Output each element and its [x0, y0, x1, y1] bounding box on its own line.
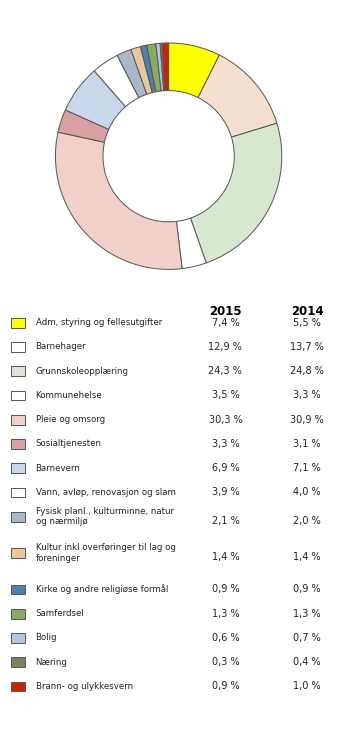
- Text: 3,3 %: 3,3 %: [293, 390, 321, 401]
- Wedge shape: [162, 43, 169, 90]
- Text: 0,9 %: 0,9 %: [212, 681, 239, 692]
- Bar: [11, 681, 25, 692]
- Text: 1,4 %: 1,4 %: [293, 553, 321, 562]
- Bar: [11, 657, 25, 667]
- Text: 2,1 %: 2,1 %: [212, 516, 239, 526]
- Text: 12,9 %: 12,9 %: [208, 342, 242, 352]
- Text: Kommunehelse: Kommunehelse: [36, 391, 102, 400]
- Wedge shape: [94, 55, 139, 107]
- Text: Fysisk planl., kulturminne, natur
og nærmiljø: Fysisk planl., kulturminne, natur og nær…: [36, 507, 174, 526]
- Text: 0,7 %: 0,7 %: [293, 633, 321, 643]
- Bar: [11, 318, 25, 328]
- Text: Adm, styring og fellesutgifter: Adm, styring og fellesutgifter: [36, 318, 162, 327]
- Bar: [11, 390, 25, 401]
- Bar: [11, 415, 25, 425]
- Text: 3,3 %: 3,3 %: [212, 439, 239, 449]
- Text: 13,7 %: 13,7 %: [290, 342, 324, 352]
- Text: 1,4 %: 1,4 %: [212, 553, 239, 562]
- Bar: [11, 463, 25, 473]
- Bar: [11, 487, 25, 498]
- Text: 30,3 %: 30,3 %: [208, 415, 242, 425]
- Bar: [11, 609, 25, 619]
- Text: 2015: 2015: [209, 305, 242, 318]
- Text: Kirke og andre religiøse formål: Kirke og andre religiøse formål: [36, 584, 168, 595]
- Text: 0,3 %: 0,3 %: [212, 657, 239, 667]
- Text: Bolig: Bolig: [36, 634, 57, 642]
- Bar: [11, 439, 25, 449]
- Bar: [11, 366, 25, 376]
- Wedge shape: [160, 43, 165, 90]
- Wedge shape: [198, 55, 277, 137]
- Text: 3,1 %: 3,1 %: [293, 439, 321, 449]
- Text: 0,4 %: 0,4 %: [293, 657, 321, 667]
- Text: Barnevern: Barnevern: [36, 464, 80, 473]
- Wedge shape: [169, 43, 219, 98]
- Wedge shape: [55, 132, 182, 269]
- Bar: [11, 584, 25, 595]
- Text: 6,9 %: 6,9 %: [212, 463, 239, 473]
- Text: 4,0 %: 4,0 %: [293, 487, 321, 498]
- Text: Grunnskoleopplæring: Grunnskoleopplæring: [36, 367, 129, 376]
- Text: 24,8 %: 24,8 %: [290, 366, 324, 376]
- Text: Næring: Næring: [36, 658, 67, 667]
- Text: 1,3 %: 1,3 %: [212, 609, 239, 619]
- Bar: [11, 342, 25, 352]
- Text: 0,9 %: 0,9 %: [293, 584, 321, 595]
- Text: 5,5 %: 5,5 %: [293, 318, 321, 328]
- Text: 1,3 %: 1,3 %: [293, 609, 321, 619]
- Text: Vann, avløp, renovasjon og slam: Vann, avløp, renovasjon og slam: [36, 488, 175, 497]
- Wedge shape: [176, 218, 206, 268]
- Wedge shape: [58, 110, 109, 143]
- Wedge shape: [117, 49, 147, 98]
- Text: 0,6 %: 0,6 %: [212, 633, 239, 643]
- Text: 3,9 %: 3,9 %: [212, 487, 239, 498]
- Wedge shape: [147, 43, 161, 92]
- Wedge shape: [156, 43, 164, 91]
- Text: 2,0 %: 2,0 %: [293, 516, 321, 526]
- Bar: [11, 512, 25, 522]
- Text: 0,9 %: 0,9 %: [212, 584, 239, 595]
- Bar: [11, 548, 25, 558]
- Text: 7,1 %: 7,1 %: [293, 463, 321, 473]
- Text: 2014: 2014: [291, 305, 323, 318]
- Text: 1,0 %: 1,0 %: [293, 681, 321, 692]
- Text: Pleie og omsorg: Pleie og omsorg: [36, 415, 105, 424]
- Text: Brann- og ulykkesvern: Brann- og ulykkesvern: [36, 682, 133, 691]
- Wedge shape: [65, 71, 126, 129]
- Text: Samferdsel: Samferdsel: [36, 609, 84, 618]
- Bar: [11, 633, 25, 643]
- Text: Barnehager: Barnehager: [36, 343, 86, 351]
- Text: Kultur inkl overføringer til lag og
foreninger: Kultur inkl overføringer til lag og fore…: [36, 543, 175, 563]
- Text: 24,3 %: 24,3 %: [208, 366, 242, 376]
- Text: 3,5 %: 3,5 %: [212, 390, 239, 401]
- Wedge shape: [191, 123, 282, 263]
- Wedge shape: [141, 45, 156, 93]
- Text: 30,9 %: 30,9 %: [290, 415, 324, 425]
- Wedge shape: [131, 46, 152, 94]
- Text: Sosialtjenesten: Sosialtjenesten: [36, 440, 102, 448]
- Text: 7,4 %: 7,4 %: [212, 318, 239, 328]
